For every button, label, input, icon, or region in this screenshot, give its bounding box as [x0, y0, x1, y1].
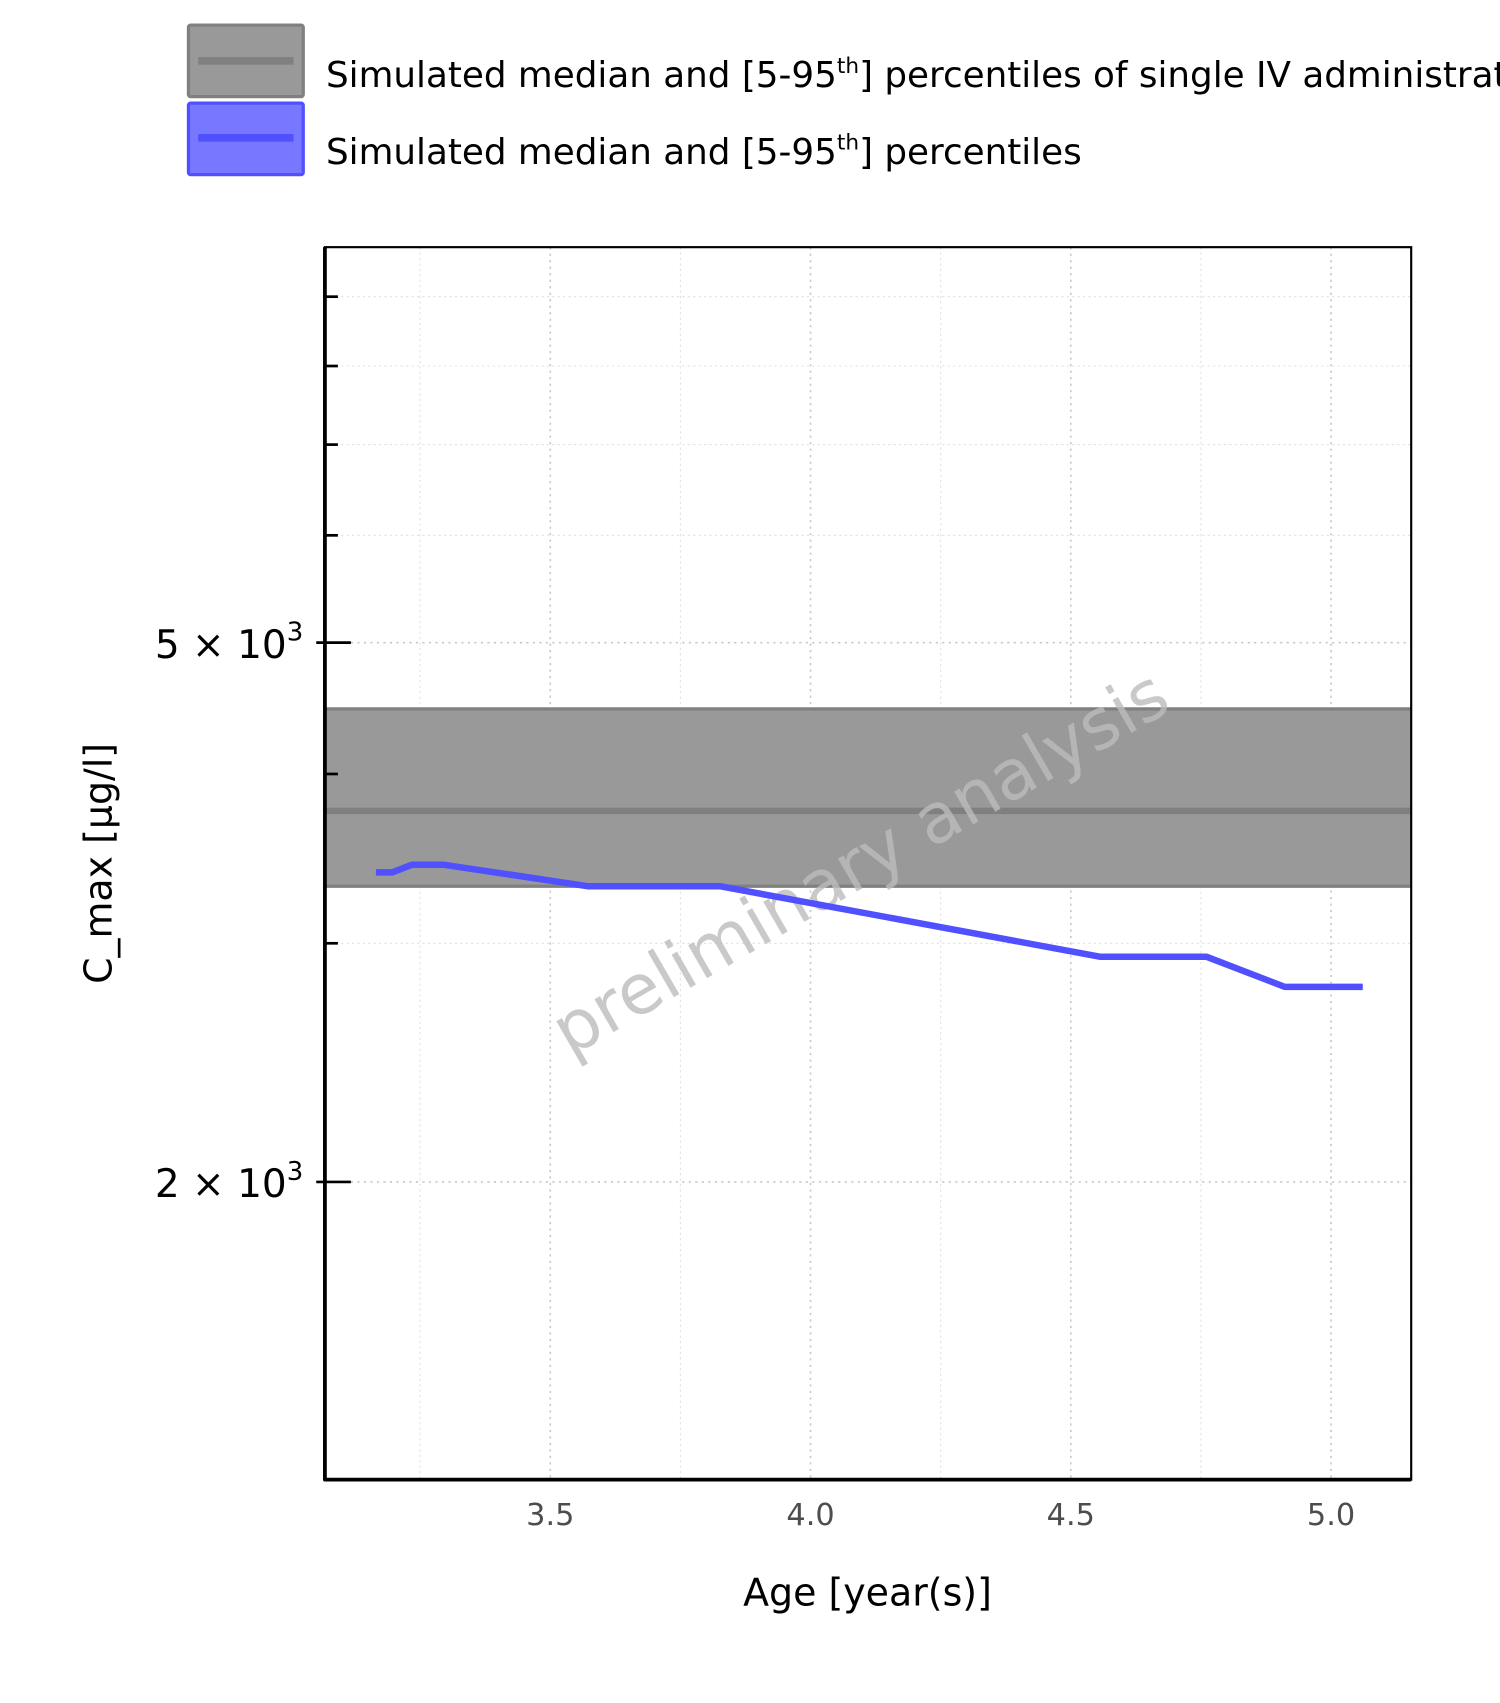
- iv-percentile-band: [324, 708, 1412, 887]
- iv-band-layer: [324, 707, 1412, 888]
- legend-label-sim: Simulated median and [5-95th] percentile…: [326, 131, 1082, 173]
- legend-label-iv: Simulated median and [5-95th] percentile…: [326, 54, 1500, 96]
- axes: 3.5 4.0 4.5 5.0 5 × 103 2 × 103: [155, 246, 1413, 1533]
- series-layer: [375, 861, 1363, 991]
- y-tick-label: 5 × 103: [155, 617, 303, 667]
- legend: Simulated median and [5-95th] percentile…: [186, 23, 1500, 177]
- x-axis-title: Age [year(s)]: [743, 1570, 992, 1614]
- legend-item-iv: Simulated median and [5-95th] percentile…: [186, 23, 1500, 99]
- simulated-median-line: [375, 861, 1363, 991]
- y-tick-label: 2 × 103: [155, 1157, 303, 1207]
- legend-item-sim: Simulated median and [5-95th] percentile…: [186, 101, 1082, 177]
- x-tick-label: 4.5: [1047, 1498, 1095, 1533]
- x-tick-label: 5.0: [1307, 1498, 1355, 1533]
- y-axis-title: C_max [µg/l]: [77, 743, 121, 984]
- x-tick-label: 4.0: [786, 1498, 834, 1533]
- x-tick-label: 3.5: [526, 1498, 574, 1533]
